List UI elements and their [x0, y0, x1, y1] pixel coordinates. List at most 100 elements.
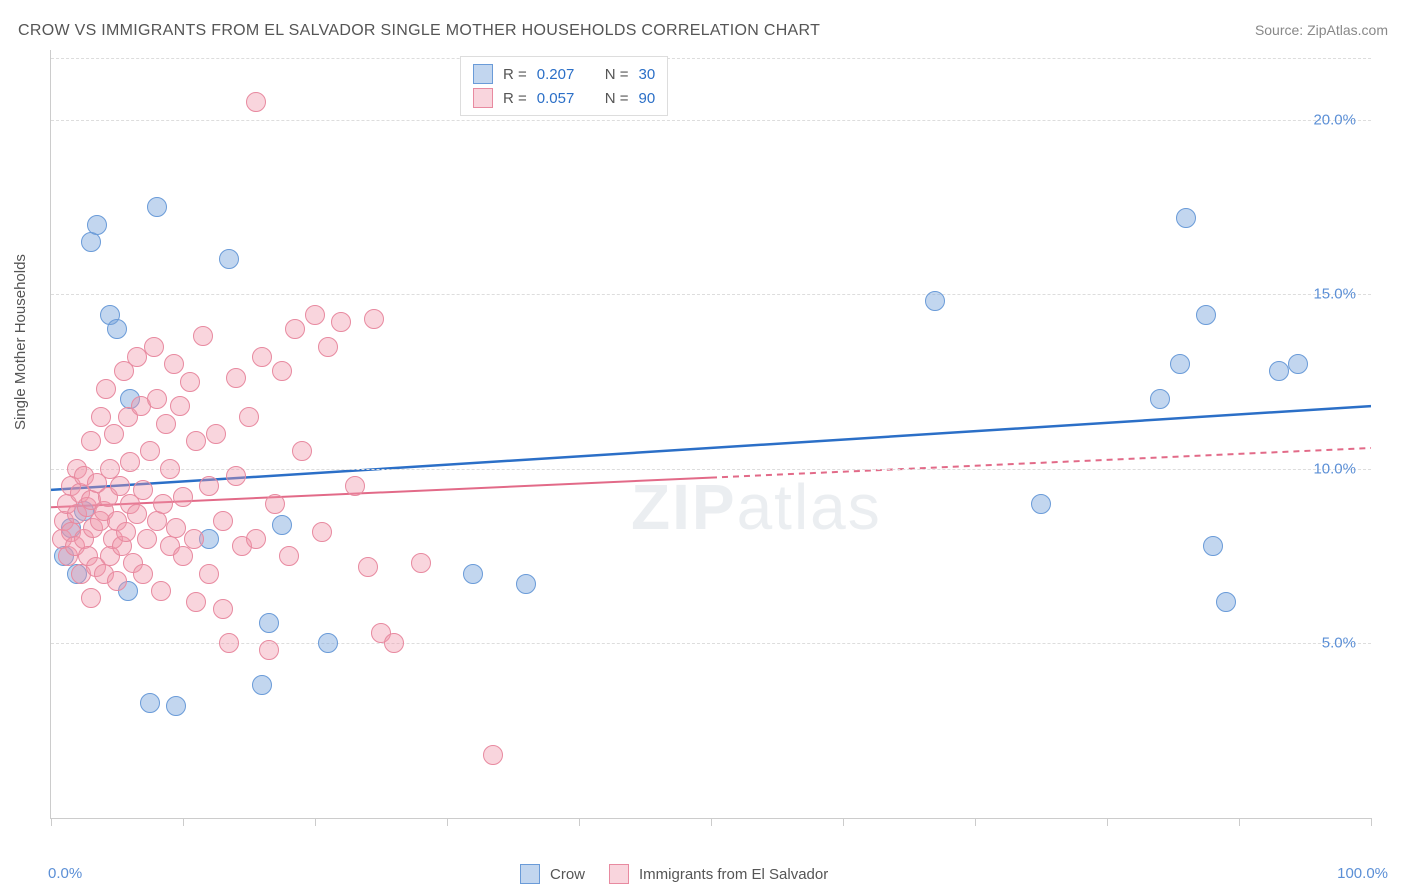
x-tick [447, 818, 448, 826]
scatter-point [1170, 354, 1190, 374]
scatter-point [265, 494, 285, 514]
scatter-point [160, 459, 180, 479]
scatter-point [1269, 361, 1289, 381]
scatter-point [120, 452, 140, 472]
legend-row: R = 0.057 N = 90 [473, 86, 655, 110]
scatter-point [516, 574, 536, 594]
scatter-point [272, 515, 292, 535]
watermark-rest: atlas [737, 471, 882, 543]
scatter-point [483, 745, 503, 765]
scatter-point [411, 553, 431, 573]
legend-r-value: 0.057 [537, 90, 587, 107]
x-tick [579, 818, 580, 826]
scatter-point [133, 564, 153, 584]
scatter-point [219, 633, 239, 653]
scatter-point [153, 494, 173, 514]
scatter-point [252, 675, 272, 695]
x-tick [1107, 818, 1108, 826]
scatter-point [1203, 536, 1223, 556]
legend-r-label: R = [503, 90, 527, 107]
scatter-point [140, 441, 160, 461]
scatter-point [91, 407, 111, 427]
y-tick-label: 15.0% [1313, 286, 1356, 303]
scatter-point [318, 633, 338, 653]
scatter-point [81, 588, 101, 608]
x-tick [843, 818, 844, 826]
scatter-point [170, 396, 190, 416]
scatter-point [292, 441, 312, 461]
watermark: ZIPatlas [631, 470, 882, 544]
scatter-point [1216, 592, 1236, 612]
legend-swatch [473, 64, 493, 84]
legend-row: R =0.207N =30 [473, 62, 655, 86]
scatter-point [318, 337, 338, 357]
scatter-point [206, 424, 226, 444]
scatter-point [358, 557, 378, 577]
scatter-point [213, 511, 233, 531]
x-tick [183, 818, 184, 826]
x-tick [975, 818, 976, 826]
gridline-h [51, 120, 1371, 121]
scatter-point [173, 487, 193, 507]
legend-n-value: 90 [639, 90, 656, 107]
legend-series-label: Crow [550, 866, 585, 883]
scatter-point [1176, 208, 1196, 228]
scatter-point [133, 480, 153, 500]
scatter-point [137, 529, 157, 549]
scatter-point [213, 599, 233, 619]
scatter-point [193, 326, 213, 346]
scatter-point [156, 414, 176, 434]
scatter-point [199, 564, 219, 584]
scatter-point [166, 696, 186, 716]
scatter-point [107, 571, 127, 591]
gridline-h [51, 294, 1371, 295]
scatter-point [81, 232, 101, 252]
scatter-point [1288, 354, 1308, 374]
scatter-point [147, 197, 167, 217]
legend-correlation: R = 0.207 N = 30 R = 0.057 N = 90 [460, 56, 668, 116]
scatter-point [331, 312, 351, 332]
y-tick-label: 5.0% [1322, 635, 1356, 652]
scatter-point [312, 522, 332, 542]
scatter-point [463, 564, 483, 584]
y-axis-label: Single Mother Households [12, 254, 29, 430]
scatter-point [226, 368, 246, 388]
y-tick-label: 20.0% [1313, 111, 1356, 128]
x-tick-min: 0.0% [48, 865, 82, 882]
legend-r-label: R = [503, 66, 527, 83]
scatter-point [364, 309, 384, 329]
scatter-point [173, 546, 193, 566]
x-tick [51, 818, 52, 826]
scatter-point [87, 215, 107, 235]
scatter-point [1196, 305, 1216, 325]
scatter-point [164, 354, 184, 374]
scatter-point [925, 291, 945, 311]
gridline-h [51, 643, 1371, 644]
scatter-point [151, 581, 171, 601]
watermark-bold: ZIP [631, 471, 737, 543]
source-label: Source: ZipAtlas.com [1255, 22, 1388, 38]
scatter-point [140, 693, 160, 713]
legend-n-value: 30 [639, 66, 656, 83]
scatter-point [107, 319, 127, 339]
scatter-point [252, 347, 272, 367]
scatter-point [1150, 389, 1170, 409]
scatter-point [144, 337, 164, 357]
scatter-point [285, 319, 305, 339]
scatter-point [127, 504, 147, 524]
gridline-h [51, 469, 1371, 470]
legend-swatch [609, 864, 629, 884]
scatter-point [147, 511, 167, 531]
legend-r-value: 0.207 [537, 66, 587, 83]
y-tick-label: 10.0% [1313, 460, 1356, 477]
scatter-point [96, 379, 116, 399]
scatter-point [239, 407, 259, 427]
scatter-point [184, 529, 204, 549]
scatter-point [226, 466, 246, 486]
scatter-point [384, 633, 404, 653]
x-tick [1371, 818, 1372, 826]
scatter-point [199, 476, 219, 496]
scatter-point [81, 431, 101, 451]
legend-n-label: N = [605, 90, 629, 107]
x-tick-max: 100.0% [1337, 865, 1388, 882]
